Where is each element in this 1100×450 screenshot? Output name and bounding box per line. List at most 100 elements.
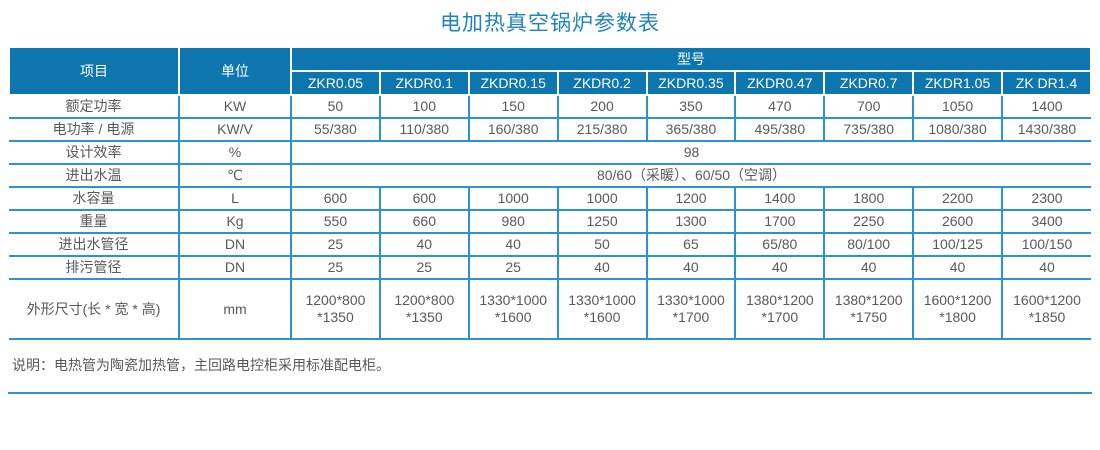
value-cell: 50: [556, 232, 648, 257]
value-cell: 1430/380: [1001, 117, 1091, 142]
value-cell: 40: [378, 232, 470, 257]
value-cell: 735/380: [823, 117, 915, 142]
merged-value-cell: 80/60（采暖）、60/50（空调）: [290, 163, 1091, 188]
value-cell: 1330*1000 *1600: [467, 278, 559, 340]
row-label-cell: 重量: [9, 209, 180, 234]
value-cell: 100: [378, 94, 470, 119]
model-header-cell: ZKDR1.05: [912, 70, 1003, 96]
value-cell: 1600*1200 *1800: [912, 278, 1003, 340]
value-cell: 40: [645, 255, 737, 280]
value-cell: 660: [378, 209, 470, 234]
merged-value-cell: 98: [290, 140, 1091, 165]
value-cell: 65/80: [734, 232, 826, 257]
value-cell: 150: [467, 94, 559, 119]
value-cell: 160/380: [467, 117, 559, 142]
value-cell: 1050: [912, 94, 1003, 119]
table-body: 额定功率 KW 50 100 150 200 350 470 700 1050 …: [9, 94, 1091, 340]
value-cell: 40: [823, 255, 915, 280]
value-cell: 1300: [645, 209, 737, 234]
unit-cell: %: [178, 140, 292, 165]
footnote: 说明：电热管为陶瓷加热管，主回路电控柜采用标准配电柜。: [8, 340, 1092, 394]
value-cell: 1000: [467, 186, 559, 211]
table-row-rated-power: 额定功率 KW 50 100 150 200 350 470 700 1050 …: [9, 94, 1091, 119]
value-cell: 3400: [1001, 209, 1091, 234]
value-cell: 50: [290, 94, 381, 119]
value-cell: 350: [645, 94, 737, 119]
row-label-cell: 额定功率: [9, 94, 180, 119]
model-header-cell: ZKDR0.2: [556, 70, 648, 96]
page: 电加热真空锅炉参数表 项目 单位 型号 ZKR0.05 ZKDR0.1 ZKDR…: [8, 12, 1092, 394]
value-cell: 80/100: [823, 232, 915, 257]
value-cell: 1200: [645, 186, 737, 211]
model-header-cell: ZKDR0.35: [645, 70, 737, 96]
value-cell: 1000: [556, 186, 648, 211]
value-cell: 1250: [556, 209, 648, 234]
value-cell: 1800: [823, 186, 915, 211]
row-label-cell: 电功率 / 电源: [9, 117, 180, 142]
table-row-design-efficiency: 设计效率 % 98: [9, 140, 1091, 165]
value-cell: 215/380: [556, 117, 648, 142]
model-header-cell: ZKDR0.15: [467, 70, 559, 96]
unit-cell: KW/V: [178, 117, 292, 142]
row-label-cell: 设计效率: [9, 140, 180, 165]
value-cell: 700: [823, 94, 915, 119]
header-model-group-cell: 型号: [290, 46, 1092, 72]
value-cell: 1700: [734, 209, 826, 234]
value-cell: 25: [378, 255, 470, 280]
value-cell: 365/380: [645, 117, 737, 142]
header-item-cell: 项目: [8, 46, 180, 96]
value-cell: 980: [467, 209, 559, 234]
model-header-cell: ZKR0.05: [290, 70, 381, 96]
model-header-cell: ZKDR0.1: [378, 70, 470, 96]
value-cell: 600: [378, 186, 470, 211]
table-row-weight: 重量 Kg 550 660 980 1250 1300 1700 2250 26…: [9, 209, 1091, 234]
model-header-cell: ZKDR0.7: [823, 70, 915, 96]
value-cell: 2200: [912, 186, 1003, 211]
value-cell: 1080/380: [912, 117, 1003, 142]
row-label-cell: 水容量: [9, 186, 180, 211]
header-unit-cell: 单位: [178, 46, 292, 96]
value-cell: 100/125: [912, 232, 1003, 257]
table-row-water-pipe-diameter: 进出水管径 DN 25 40 40 50 65 65/80 80/100 100…: [9, 232, 1091, 257]
unit-cell: Kg: [178, 209, 292, 234]
table-row-water-temp: 进出水温 ℃ 80/60（采暖）、60/50（空调）: [9, 163, 1091, 188]
value-cell: 40: [912, 255, 1003, 280]
value-cell: 40: [556, 255, 648, 280]
model-header-cell: ZKDR0.47: [734, 70, 826, 96]
value-cell: 1400: [1001, 94, 1091, 119]
header-row-models: ZKR0.05 ZKDR0.1 ZKDR0.15 ZKDR0.2 ZKDR0.3…: [9, 70, 1092, 96]
page-title: 电加热真空锅炉参数表: [440, 12, 660, 35]
value-cell: 1200*800 *1350: [290, 278, 381, 340]
value-cell: 1330*1000 *1700: [645, 278, 737, 340]
value-cell: 40: [734, 255, 826, 280]
value-cell: 110/380: [378, 117, 470, 142]
unit-cell: L: [178, 186, 292, 211]
boiler-spec-table: 项目 单位 型号 ZKR0.05 ZKDR0.1 ZKDR0.15 ZKDR0.…: [8, 46, 1092, 340]
value-cell: 40: [467, 232, 559, 257]
value-cell: 1330*1000 *1600: [556, 278, 648, 340]
model-header-cell: ZK DR1.4: [1001, 70, 1092, 96]
value-cell: 100/150: [1001, 232, 1091, 257]
unit-cell: DN: [178, 255, 292, 280]
unit-cell: KW: [178, 94, 292, 119]
row-label-cell: 排污管径: [9, 255, 180, 280]
value-cell: 600: [290, 186, 381, 211]
unit-cell: DN: [178, 232, 292, 257]
value-cell: 2250: [823, 209, 915, 234]
row-label-cell: 进出水温: [9, 163, 180, 188]
value-cell: 2300: [1001, 186, 1091, 211]
value-cell: 65: [645, 232, 737, 257]
value-cell: 55/380: [290, 117, 381, 142]
row-label-cell: 外形尺寸(长 * 宽 * 高): [9, 278, 180, 340]
value-cell: 1200*800 *1350: [378, 278, 470, 340]
value-cell: 550: [290, 209, 381, 234]
value-cell: 40: [1001, 255, 1091, 280]
table-header: 项目 单位 型号 ZKR0.05 ZKDR0.1 ZKDR0.15 ZKDR0.…: [8, 46, 1092, 96]
value-cell: 2600: [912, 209, 1003, 234]
value-cell: 25: [467, 255, 559, 280]
header-row-group: 项目 单位 型号: [8, 46, 1092, 96]
value-cell: 25: [290, 232, 381, 257]
table-row-water-capacity: 水容量 L 600 600 1000 1000 1200 1400 1800 2…: [9, 186, 1091, 211]
table-row-dimensions: 外形尺寸(长 * 宽 * 高) mm 1200*800 *1350 1200*8…: [9, 278, 1091, 340]
value-cell: 1380*1200 *1750: [823, 278, 915, 340]
